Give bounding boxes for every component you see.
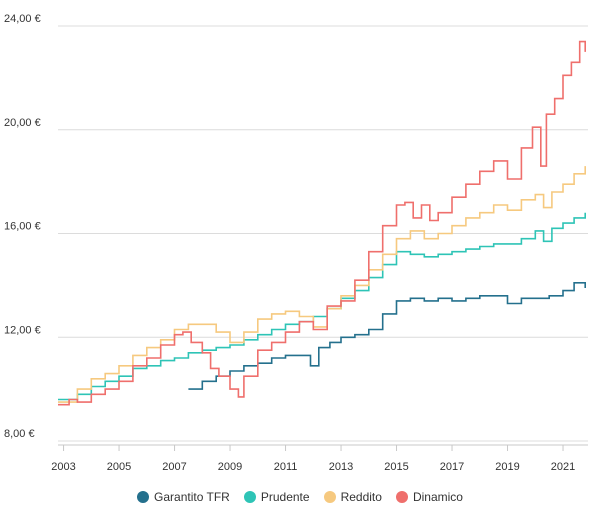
- legend-item-garantito-tfr[interactable]: Garantito TFR: [137, 490, 230, 504]
- y-axis-ticks: 8,00 € 12,00 € 16,00 € 20,00 € 24,00 €: [4, 13, 41, 440]
- legend-label: Dinamico: [412, 490, 463, 504]
- x-tick-label: 2007: [162, 461, 186, 473]
- series-line-prudente: [58, 212, 586, 401]
- legend-marker: [243, 491, 256, 503]
- legend-label: Garantito TFR: [154, 490, 230, 504]
- x-tick-label: 2021: [551, 461, 575, 473]
- x-tick-label: 2019: [495, 461, 519, 473]
- series-line-garantito-tfr: [188, 282, 586, 390]
- y-tick-label: 16,00 €: [4, 221, 41, 233]
- legend-item-prudente[interactable]: Prudente: [243, 490, 310, 504]
- y-tick-label: 20,00 €: [4, 117, 41, 129]
- y-tick-label: 12,00 €: [4, 324, 41, 336]
- line-chart: 8,00 €12,00 €16,00 €20,00 €24,00 € 2003 2…: [4, 13, 588, 473]
- series-line-dinamico: [58, 40, 586, 406]
- legend-marker: [323, 491, 336, 503]
- series-line-reddito: [58, 166, 586, 403]
- x-tick-label: 2005: [107, 461, 131, 473]
- x-tick-label: 2009: [218, 461, 242, 473]
- legend-marker: [137, 491, 150, 503]
- y-tick-label: 8,00 €: [4, 428, 35, 440]
- legend-item-reddito[interactable]: Reddito: [323, 490, 382, 504]
- x-tick-label: 2013: [329, 461, 353, 473]
- series-lines: [58, 40, 586, 406]
- legend-label: Reddito: [340, 490, 382, 504]
- x-tick-label: 2011: [274, 461, 298, 473]
- legend: Garantito TFR Prudente Reddito Dinamico: [0, 490, 600, 504]
- x-tick-label: 2017: [440, 461, 464, 473]
- x-axis: 2003 2005 2007 2009 2011 2013 2015 2017 2019 2021: [51, 444, 588, 473]
- y-tick-label: 24,00 €: [4, 13, 41, 25]
- x-tick-label: 2015: [384, 461, 408, 473]
- x-tick-label: 2003: [51, 461, 75, 473]
- legend-marker: [395, 491, 408, 503]
- legend-label: Prudente: [260, 490, 310, 504]
- gridlines: [58, 25, 588, 442]
- legend-item-dinamico[interactable]: Dinamico: [395, 490, 463, 504]
